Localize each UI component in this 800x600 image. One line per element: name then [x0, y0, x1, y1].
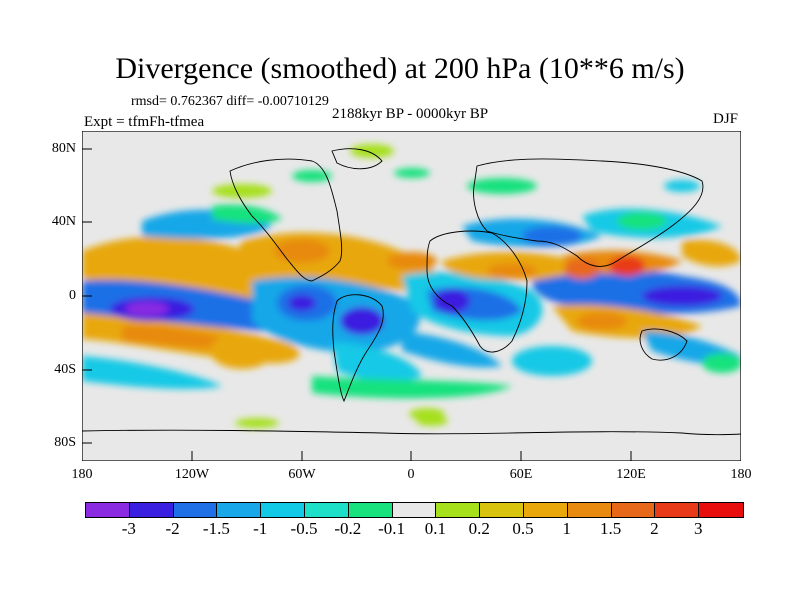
colorbar-label: 1 — [562, 519, 572, 538]
divergence-field — [82, 144, 741, 428]
lon-label-60w: 60W — [288, 467, 316, 482]
colorbar-box — [480, 503, 524, 517]
lat-label-eq: 0 — [69, 288, 76, 303]
colorbar-box — [392, 503, 437, 517]
lat-label-80s: 80S — [54, 435, 76, 450]
lon-label-120w: 120W — [174, 467, 210, 482]
colorbar-box — [348, 503, 393, 517]
colorbar-box — [655, 503, 700, 517]
lon-label-120e: 120E — [616, 467, 646, 482]
colorbar-box — [523, 503, 568, 517]
colorbar-label: -0.5 — [290, 519, 318, 538]
colorbar — [85, 502, 744, 518]
colorbar-box — [436, 503, 481, 517]
colorbar-label: 3 — [693, 519, 703, 538]
colorbar-label: -3 — [121, 519, 136, 538]
colorbar-box — [86, 503, 130, 517]
lon-label-180e: 180 — [730, 467, 752, 482]
colorbar-label: 1.5 — [599, 519, 622, 538]
colorbar-label: 0.1 — [424, 519, 447, 538]
lat-label-40s: 40S — [54, 362, 76, 377]
colorbar-box — [304, 503, 349, 517]
colorbar-label: -0.2 — [334, 519, 362, 538]
colorbar-box — [567, 503, 612, 517]
colorbar-label: 2 — [650, 519, 659, 538]
stats-text: rmsd= 0.762367 diff= -0.00710129 — [131, 94, 329, 109]
colorbar-label: 0.2 — [468, 519, 490, 538]
colorbar-box — [261, 503, 305, 517]
colorbar-label: -1.5 — [202, 519, 230, 538]
colorbar-label: -0.1 — [378, 519, 406, 538]
colorbar-box — [611, 503, 656, 517]
colorbar-label: 0.5 — [512, 519, 534, 538]
divergence-map — [82, 131, 741, 461]
lat-label-40n: 40N — [51, 214, 76, 229]
colorbar-box — [129, 503, 174, 517]
lon-label-180w: 180 — [71, 467, 93, 482]
lon-label-60e: 60E — [509, 467, 533, 482]
colorbar-label: -2 — [165, 519, 180, 538]
colorbar-box — [699, 503, 743, 517]
coastlines — [82, 148, 741, 436]
colorbar-box — [217, 503, 262, 517]
season-label: DJF — [713, 111, 739, 127]
plot-title: Divergence (smoothed) at 200 hPa (10**6 … — [115, 52, 685, 85]
colorbar-label: -1 — [253, 519, 268, 538]
lon-label-0: 0 — [407, 467, 415, 482]
experiment-label: Expt = tfmFh-tfmea — [84, 114, 205, 130]
lat-label-80n: 80N — [51, 141, 76, 156]
colorbar-box — [173, 503, 218, 517]
period-text: 2188kyr BP - 0000kyr BP — [331, 106, 489, 122]
